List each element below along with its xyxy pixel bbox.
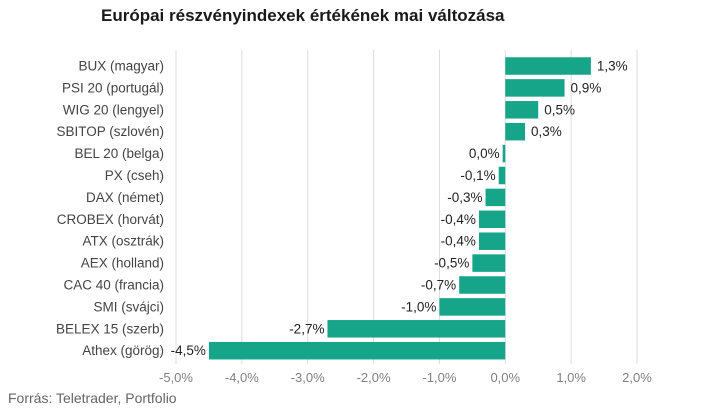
category-label: PX (cseh) [105,168,164,183]
data-label: -4,5% [171,343,206,358]
category-label: PSI 20 (portugál) [62,80,164,95]
data-label: -0,5% [434,256,469,271]
category-label: SBITOP (szlovén) [56,124,164,139]
x-tick-label: -4,0% [225,370,259,385]
bar [478,210,506,229]
bar [439,298,506,316]
category-label: CROBEX (horvát) [57,212,164,227]
x-tick-label: -2,0% [357,370,391,385]
x-tick-label: 0,0% [490,370,520,385]
bars [208,57,591,360]
data-label: -0,4% [441,234,476,249]
source-note: Forrás: Teletrader, Portfolio [8,390,177,406]
bar [485,188,506,207]
bar [459,276,506,294]
category-label: WIG 20 (lengyel) [63,102,164,117]
category-label: CAC 40 (francia) [63,278,164,293]
x-tick-label: 2,0% [622,370,652,385]
gridlines [175,50,638,364]
data-label: 0,9% [571,80,602,95]
bar [505,122,526,141]
x-tick-label: -3,0% [291,370,325,385]
data-label: 0,5% [544,102,575,117]
bar [502,144,506,163]
x-tick-label: -5,0% [159,370,193,385]
bar [498,166,506,185]
category-label: BUX (magyar) [78,59,164,74]
data-label: 0,0% [469,146,500,161]
data-label: 0,3% [531,124,562,139]
category-label: Athex (görög) [82,343,164,358]
data-label: -0,7% [421,278,456,293]
category-label: BELEX 15 (szerb) [56,321,164,336]
chart-title: Európai részvényindexek értékének mai vá… [101,6,505,25]
x-tick-label: -1,0% [422,370,456,385]
data-label: -1,0% [401,299,436,314]
category-label: ATX (osztrák) [82,234,164,249]
bar [478,232,506,250]
bar [505,79,565,97]
bar [505,101,539,119]
category-labels: BUX (magyar) PSI 20 (portugál) WIG 20 (len… [56,59,164,359]
bar [327,320,506,338]
category-label: AEX (holland) [81,256,164,271]
data-label: -0,4% [441,212,476,227]
category-label: SMI (svájci) [94,299,165,314]
category-label: BEL 20 (belga) [74,146,164,161]
data-label: 1,3% [597,59,628,74]
bar [208,341,506,360]
category-label: DAX (német) [86,190,164,205]
data-label: -2,7% [289,321,324,336]
data-label: -0,3% [447,190,482,205]
x-tick-labels: -5,0% -4,0% -3,0% -2,0% -1,0% 0,0% 1,0% 2,0% [159,370,652,385]
x-tick-label: 1,0% [556,370,586,385]
data-labels: 1,3% 0,9% 0,5% 0,3% 0,0% -0,1% -0,3% -0,4% -0,4%… [171,59,628,359]
bar [505,57,591,75]
bar [472,254,506,272]
data-label: -0,1% [460,168,495,183]
